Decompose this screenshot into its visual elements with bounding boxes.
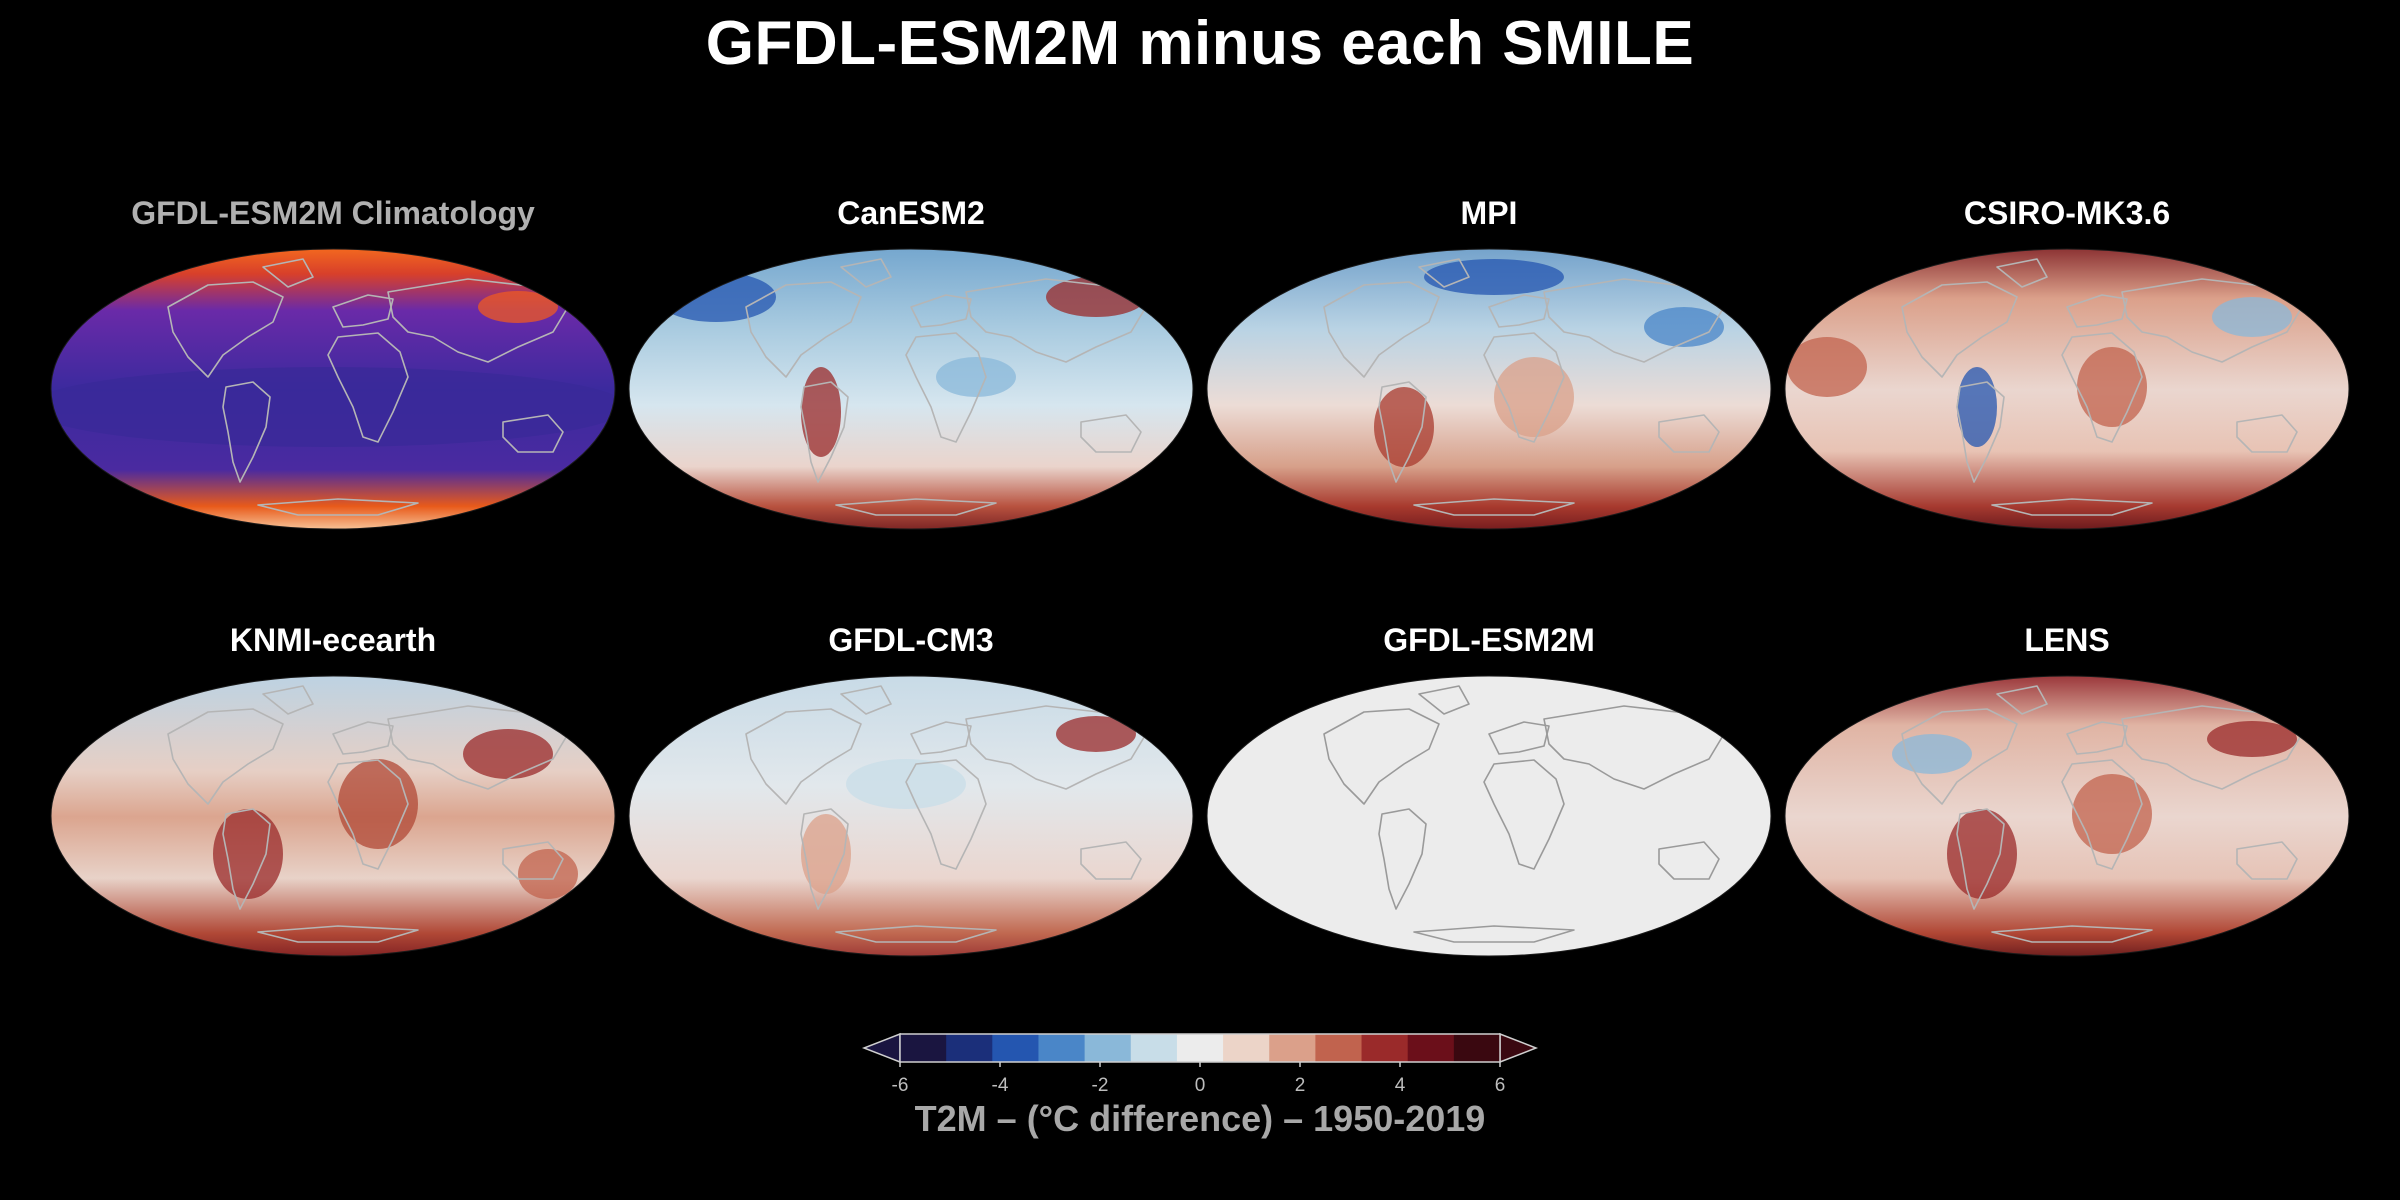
colorbar-swatch xyxy=(1315,1034,1363,1062)
colorbar-swatch xyxy=(900,1034,947,1062)
panel-title: GFDL-ESM2M xyxy=(1383,622,1595,658)
panel-title: KNMI-ecearth xyxy=(229,622,437,658)
colorbar-tick-label: -6 xyxy=(892,1075,909,1096)
colorbar-tick-label: 6 xyxy=(1495,1075,1506,1096)
colorbar: -6 -4 -2 0 2 4 6 xyxy=(861,1032,1539,1096)
panel-title: GFDL-CM3 xyxy=(828,622,994,658)
map-panel: CSIRO-MK3.6 xyxy=(1782,195,2352,545)
map-panel: CanESM2 xyxy=(626,195,1196,545)
map-panel: LENS xyxy=(1782,622,2352,972)
colorbar-swatch xyxy=(946,1034,993,1062)
colorbar-swatch xyxy=(1176,1034,1224,1062)
mollweide-map xyxy=(50,248,616,530)
colorbar-tick-label: 0 xyxy=(1195,1075,1206,1096)
colorbar-tick-label: -4 xyxy=(992,1075,1009,1096)
map-panel: MPI xyxy=(1204,195,1774,545)
colorbar-swatch xyxy=(1223,1034,1270,1062)
colorbar-swatch xyxy=(992,1034,1039,1062)
mollweide-map xyxy=(1206,248,1772,530)
colorbar-tick-label: 2 xyxy=(1295,1075,1306,1096)
map-panel: KNMI-ecearth xyxy=(48,622,618,972)
colorbar-swatch xyxy=(1038,1034,1086,1062)
mollweide-map xyxy=(628,248,1194,530)
colorbar-tick-label: 4 xyxy=(1395,1075,1406,1096)
colorbar-label: T2M – (°C difference) – 1950-2019 xyxy=(914,1098,1486,1139)
colorbar-swatch xyxy=(1407,1034,1455,1062)
map-panel: GFDL-ESM2M Climatology xyxy=(48,195,618,545)
panel-title: LENS xyxy=(2024,622,2110,658)
figure-title: GFDL-ESM2M minus each SMILE xyxy=(705,9,1695,78)
mollweide-map xyxy=(1784,675,2350,957)
mollweide-map xyxy=(1206,675,1772,957)
colorbar-swatch xyxy=(1453,1034,1501,1062)
mollweide-map xyxy=(628,675,1194,957)
colorbar-tick-label: -2 xyxy=(1092,1075,1109,1096)
mollweide-map xyxy=(1784,248,2350,530)
colorbar-extend-min xyxy=(861,1032,901,1064)
colorbar-extend-max xyxy=(1499,1032,1539,1064)
panel-title: CanESM2 xyxy=(837,195,985,231)
colorbar-swatch xyxy=(1084,1034,1132,1062)
colorbar-swatch xyxy=(1361,1034,1409,1062)
panel-title: MPI xyxy=(1460,195,1518,231)
panel-title: GFDL-ESM2M Climatology xyxy=(131,195,535,231)
colorbar-swatch xyxy=(1130,1034,1178,1062)
map-panel: GFDL-ESM2M xyxy=(1204,622,1774,972)
map-panel: GFDL-CM3 xyxy=(626,622,1196,972)
colorbar-swatch xyxy=(1269,1034,1316,1062)
mollweide-map xyxy=(50,675,616,957)
panel-title: CSIRO-MK3.6 xyxy=(1963,195,2171,231)
